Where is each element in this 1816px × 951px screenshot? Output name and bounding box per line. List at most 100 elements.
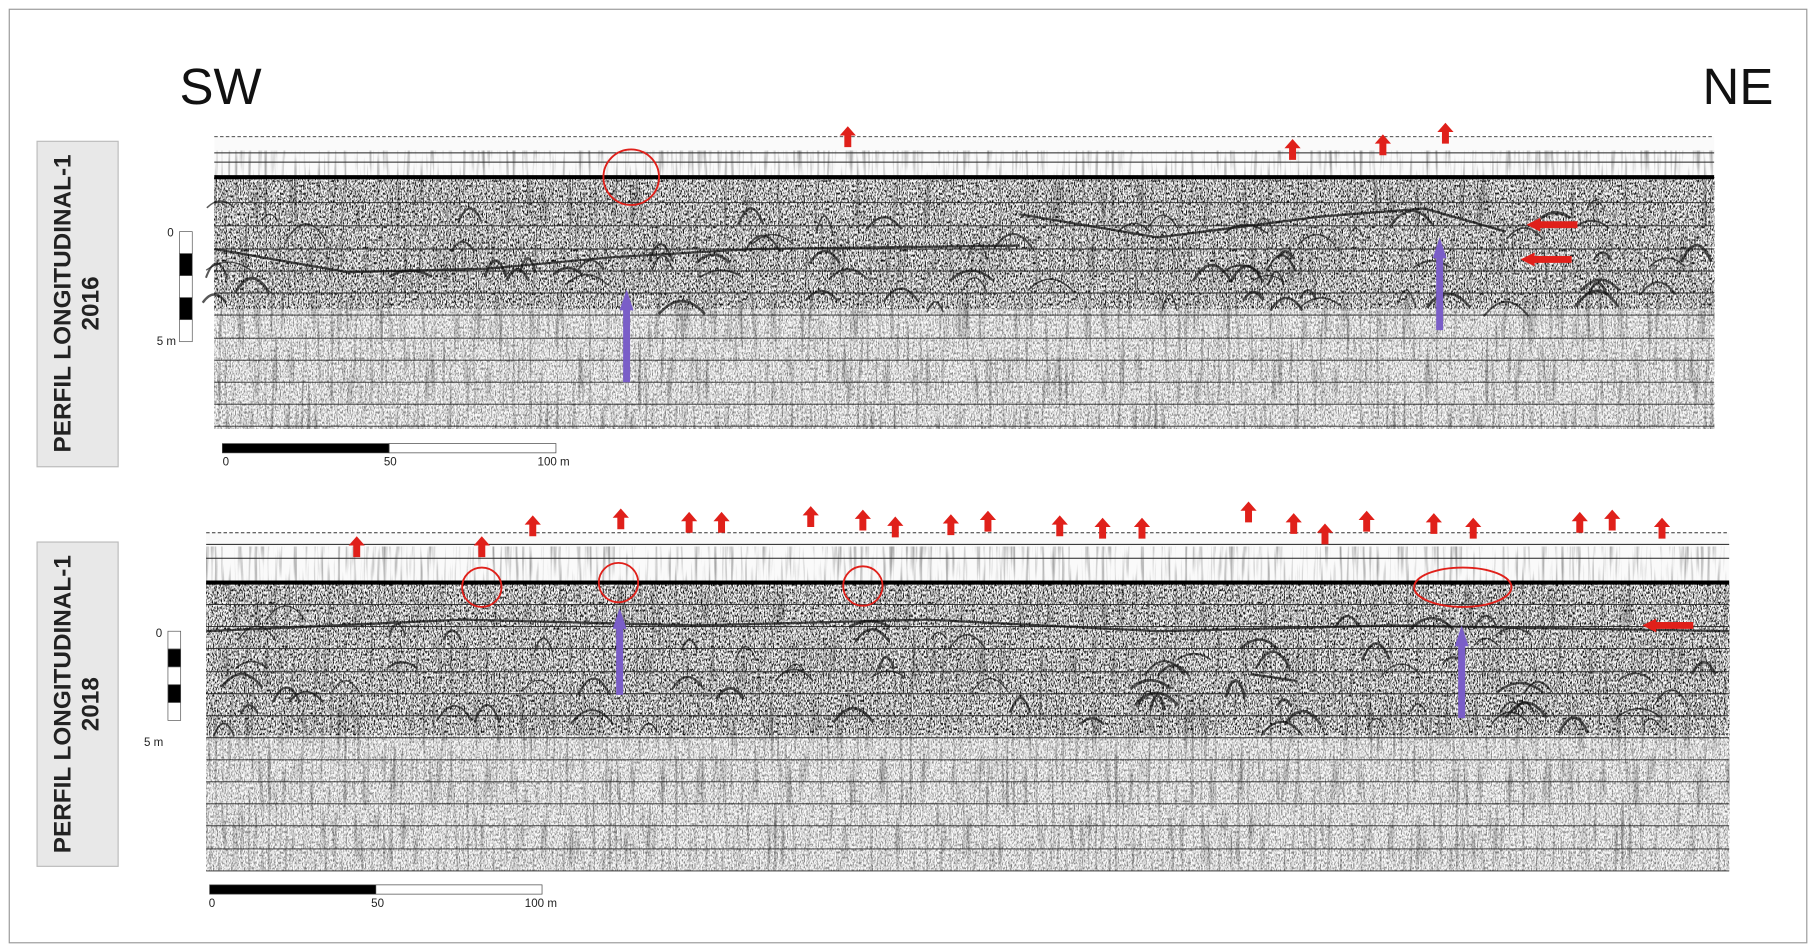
distance-label: 50	[384, 457, 397, 469]
hyperbola	[1389, 210, 1435, 227]
hyperbola	[751, 233, 794, 245]
hyperbola	[1229, 264, 1265, 284]
purple-arrow	[1432, 237, 1447, 331]
red-arrow	[1437, 122, 1454, 144]
hyperbola	[260, 213, 279, 222]
hyperbola	[640, 722, 658, 731]
hyperbola	[1409, 703, 1427, 713]
purple-arrow	[612, 608, 627, 695]
hyperbola	[450, 240, 475, 253]
hyperbola	[1490, 711, 1530, 725]
hyperbola	[1617, 672, 1653, 682]
hyperbola	[827, 268, 869, 281]
panel-title: PERFIL LONGITUDINAL-1	[50, 555, 77, 853]
hyperbola	[882, 287, 920, 303]
depth-bar	[179, 297, 193, 321]
red-arrow	[802, 506, 819, 527]
hyperbola	[808, 249, 841, 265]
hyperbola	[1027, 278, 1074, 292]
hyperbola	[743, 234, 782, 253]
panel-title: PERFIL LONGITUDINAL-1	[50, 154, 77, 452]
hyperbola	[1224, 679, 1247, 698]
hyperbola	[518, 256, 537, 274]
hyperbola	[948, 269, 995, 283]
panel-label: PERFIL LONGITUDINAL-1 2018	[50, 555, 105, 853]
hyperbola	[1129, 678, 1172, 690]
red-arrow	[1653, 517, 1671, 539]
hyperbola	[1524, 681, 1553, 693]
depth-bar	[167, 648, 182, 668]
hyperbola	[1299, 289, 1317, 300]
hyperbola	[1499, 701, 1526, 714]
hyperbola	[564, 273, 609, 286]
hyperbola	[1367, 718, 1386, 727]
direction-left: SW	[180, 58, 262, 115]
hyperbola	[926, 301, 945, 313]
hyperbola	[1412, 259, 1452, 269]
hyperbola	[948, 633, 987, 650]
hyperbola	[1269, 296, 1304, 312]
red-arrow	[348, 536, 365, 558]
panel-year: 2016	[77, 276, 104, 330]
anomaly-circle	[597, 561, 640, 604]
hyperbola	[1539, 211, 1572, 220]
depth-bar	[179, 275, 193, 299]
red-arrow	[887, 516, 904, 538]
hyperbola	[234, 276, 270, 294]
red-arrow	[1133, 517, 1151, 539]
red-arrow	[1374, 134, 1391, 156]
red-arrow	[1094, 517, 1111, 539]
hyperbola	[1254, 650, 1291, 670]
panel-label-box	[36, 541, 119, 867]
distance-bar	[388, 443, 557, 454]
red-arrow	[1465, 517, 1482, 539]
hyperbola	[774, 668, 814, 682]
hyperbola	[212, 722, 235, 737]
distance-label: 0	[209, 898, 215, 910]
hyperbola	[533, 637, 554, 653]
hyperbola	[734, 645, 757, 660]
distance-label: 50	[371, 898, 384, 910]
hyperbola	[1301, 297, 1342, 307]
radargram-streaks	[214, 150, 1715, 429]
hyperbola	[1143, 660, 1186, 676]
hyperbola	[435, 704, 473, 722]
red-arrow	[1604, 509, 1621, 531]
hyperbola	[1147, 214, 1178, 229]
hyperbola	[670, 675, 706, 691]
hyperbola	[577, 677, 611, 696]
hyperbola	[287, 690, 325, 704]
hyperbola	[1133, 691, 1179, 707]
radargram-streaks	[206, 546, 1730, 871]
hyperbola	[1505, 227, 1544, 240]
frame	[8, 8, 1808, 944]
red-arrow	[713, 511, 730, 533]
distance-label: 100 m	[538, 457, 570, 469]
hyperbola	[1639, 281, 1677, 296]
anomaly-circle	[602, 148, 660, 206]
hyperbola	[1148, 693, 1166, 711]
hyperbola	[1117, 222, 1152, 233]
hyperbola	[1266, 254, 1297, 272]
red-arrow	[1642, 618, 1694, 633]
red-arrow	[854, 509, 871, 531]
hyperbola	[930, 631, 948, 640]
depth-label: 0	[167, 227, 173, 239]
hyperbola	[271, 686, 302, 703]
red-arrow	[1316, 523, 1334, 545]
depth-bar	[167, 666, 182, 686]
hyperbola	[1191, 263, 1232, 282]
hyperbola	[695, 253, 731, 265]
hyperbola	[285, 223, 327, 242]
hyperbola	[651, 254, 674, 271]
hyperbola	[1653, 689, 1689, 706]
red-arrow	[681, 511, 698, 533]
hyperbola	[699, 269, 743, 278]
purple-arrow	[1454, 625, 1469, 719]
red-arrow	[979, 510, 997, 532]
hyperbola	[264, 605, 307, 623]
depth-bar	[179, 319, 193, 343]
hyperbola	[870, 670, 907, 679]
hyperbola	[206, 200, 235, 209]
hyperbola	[1239, 638, 1279, 651]
